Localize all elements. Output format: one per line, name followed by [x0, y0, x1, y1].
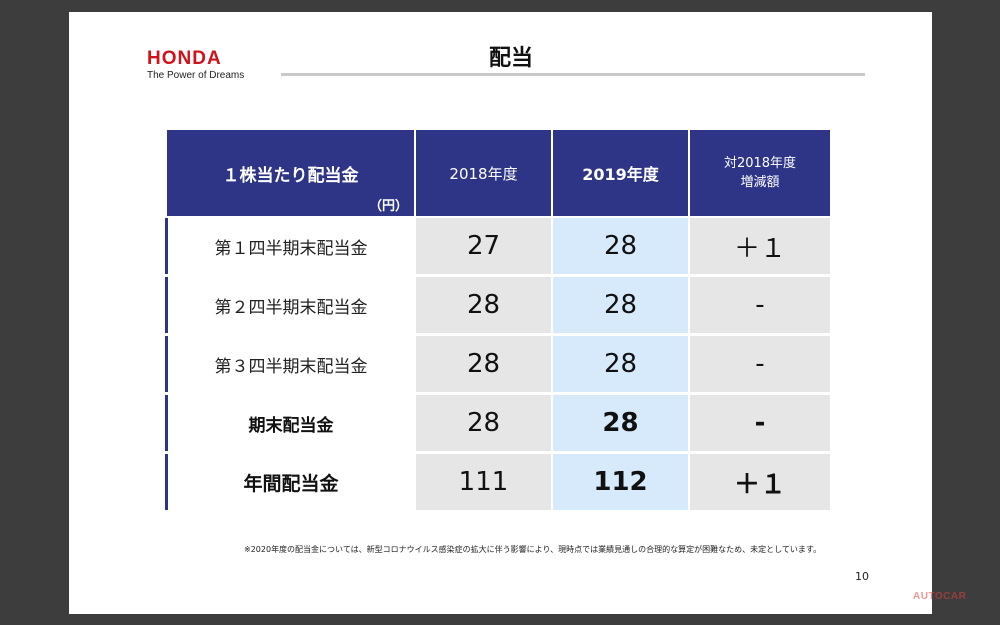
- diff-q2: -: [690, 277, 830, 333]
- value-2019-q1: 28: [553, 218, 688, 274]
- footnote: ※2020年度の配当金については、新型コロナウイルス感染症の拡大に伴う影響により…: [244, 545, 822, 554]
- value-2019-q3: 28: [553, 336, 688, 392]
- honda-logo: HONDA The Power of Dreams: [147, 49, 277, 83]
- value-2018-q3: 28: [416, 336, 551, 392]
- value-2018-year-end: 28: [416, 395, 551, 451]
- slide: HONDA The Power of Dreams 配当 １株当たり配当金 （円…: [69, 12, 932, 614]
- value-2018-annual: 111: [416, 454, 551, 510]
- row-label-q3: 第３四半期末配当金: [165, 336, 414, 392]
- diff-year-end: -: [690, 395, 830, 451]
- value-2019-year-end: 28: [553, 395, 688, 451]
- header-diff-line1: 対2018年度: [723, 156, 797, 171]
- autocar-watermark: AUTOCAR: [913, 591, 967, 602]
- logo-tagline: The Power of Dreams: [147, 70, 245, 81]
- header-label-cell: １株当たり配当金 （円）: [167, 130, 414, 216]
- page-number: 10: [855, 570, 869, 583]
- header-2018: 2018年度: [416, 130, 551, 216]
- diff-annual: ＋１: [690, 454, 830, 510]
- header-unit: （円）: [368, 199, 408, 214]
- header-2019: 2019年度: [553, 130, 688, 216]
- title-divider: [281, 73, 865, 76]
- value-2019-annual: 112: [553, 454, 688, 510]
- value-2018-q2: 28: [416, 277, 551, 333]
- row-label-q2: 第２四半期末配当金: [165, 277, 414, 333]
- value-2019-q2: 28: [553, 277, 688, 333]
- row-label-q1: 第１四半期末配当金: [165, 218, 414, 274]
- header-diff: 対2018年度 増減額: [690, 130, 830, 216]
- header-label: １株当たり配当金: [222, 165, 359, 186]
- diff-q1: ＋１: [690, 218, 830, 274]
- logo-wordmark: HONDA: [147, 48, 222, 69]
- diff-q3: -: [690, 336, 830, 392]
- value-2018-q1: 27: [416, 218, 551, 274]
- header-diff-line2: 増減額: [740, 175, 780, 190]
- row-label-year-end: 期末配当金: [165, 395, 414, 451]
- page-title: 配当: [489, 46, 534, 71]
- row-label-annual: 年間配当金: [165, 454, 414, 510]
